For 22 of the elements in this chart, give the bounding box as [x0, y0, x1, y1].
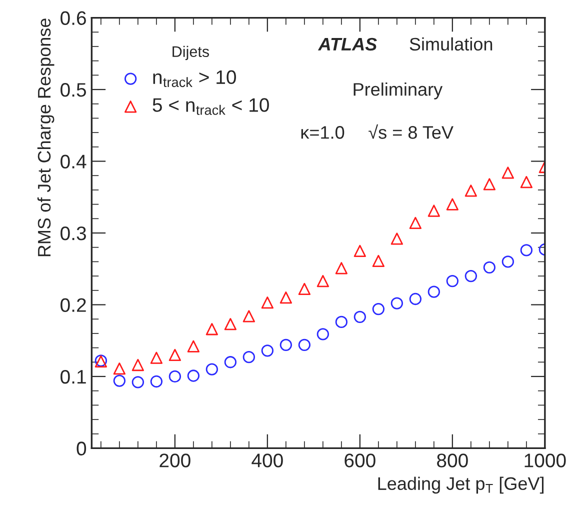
x-tick-label: 1000 [524, 454, 566, 468]
x-tick-label: 800 [437, 454, 468, 468]
y-tick-label: 0.6 [60, 11, 86, 26]
annotation: Preliminary [354, 82, 443, 100]
x-tick-label: 600 [344, 454, 376, 468]
y-tick-label: 0.3 [60, 226, 86, 240]
legend-label: n$_{track}$ > 10 [153, 70, 236, 88]
y-axis-title: RMS of Jet Charge Response [37, 18, 54, 256]
y-tick-label: 0.2 [60, 298, 86, 312]
annotation: √s = 8 TeV [368, 124, 454, 139]
x-tick-label: 400 [252, 454, 283, 468]
legend-label: 5 < n$_{track}$ < 10 [152, 98, 269, 115]
y-tick-label: 0 [76, 442, 86, 456]
annotation: κ=1.0 [301, 126, 344, 139]
x-axis-title: Leading Jet p$_{T}$ [GeV] [378, 476, 544, 494]
y-tick-label: 0.4 [60, 154, 86, 168]
y-tick-label: 0.1 [60, 370, 86, 384]
annotation: Simulation [410, 37, 492, 51]
annotation: ATLAS [318, 38, 377, 51]
legend-title: Dijets [172, 46, 210, 60]
x-tick-label: 200 [160, 454, 190, 468]
y-tick-label: 0.5 [60, 82, 86, 97]
